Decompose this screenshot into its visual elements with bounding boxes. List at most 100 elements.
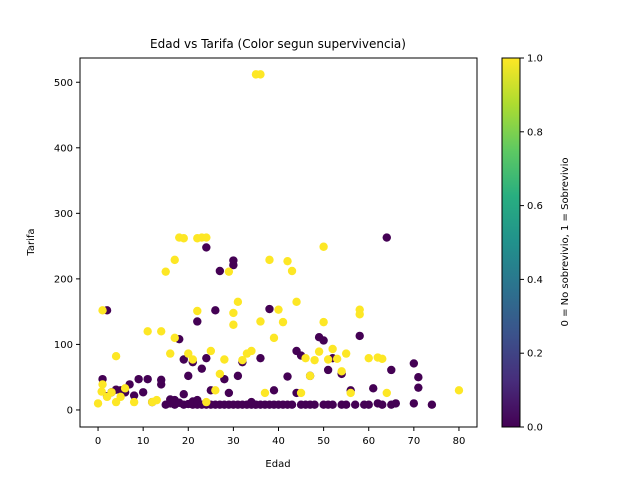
point-survived [129,397,139,407]
x-tick-label: 80 [453,436,466,447]
x-tick-label: 40 [272,436,285,447]
point-not-survived [409,359,419,368]
point-survived [166,349,175,358]
x-tick-label: 70 [407,436,420,447]
point-not-survived [197,364,207,373]
point-survived [355,310,364,319]
point-not-survived [143,374,152,384]
point-survived [202,233,211,242]
point-survived [98,306,107,315]
point-survived [341,349,351,358]
colorbar-tick-label: 0.8 [527,127,543,138]
point-not-survived [138,388,148,397]
point-not-survived [310,400,319,409]
y-axis: 0 100 200 300 400 500 [54,78,80,416]
point-survived [337,367,346,376]
point-survived [170,255,179,265]
point-survived [292,297,301,307]
point-survived [188,355,197,364]
point-not-survived [229,256,238,265]
point-not-survived [427,400,437,409]
point-not-survived [350,400,360,409]
point-not-survived [179,390,188,399]
point-survived [332,354,342,364]
point-survived [310,355,319,365]
point-survived [328,344,337,354]
point-survived [111,352,121,361]
point-survived [229,308,238,318]
chart-title: Edad vs Tarifa (Color segun supervivenci… [150,37,406,51]
point-survived [224,267,234,276]
plot-frame [79,57,478,428]
point-survived [107,388,116,397]
point-survived [274,305,283,314]
y-tick-label: 400 [54,143,73,154]
point-not-survived [319,336,328,345]
point-survived [305,371,315,381]
point-not-survived [409,399,419,408]
point-survived [314,347,324,356]
point-survived [269,333,279,343]
point-survived [98,380,107,389]
point-survived [319,317,328,327]
colorbar-tick-label: 0.0 [527,423,543,434]
point-survived [229,320,238,329]
point-survived [97,387,106,396]
colorbar [501,57,521,428]
point-survived [170,333,179,343]
point-survived [116,392,125,402]
point-survived [296,388,306,398]
point-survived [206,346,216,356]
point-survived [319,242,328,251]
x-tick-label: 30 [227,436,240,447]
point-survived [287,266,297,276]
point-survived [184,349,193,358]
y-tick-label: 0 [67,405,73,416]
point-not-survived [215,266,225,276]
colorbar-ticks: 0.0 0.2 0.4 0.6 0.8 1.0 [520,54,543,434]
x-tick-label: 50 [317,436,330,447]
point-not-survived [414,383,423,392]
point-survived [323,355,333,364]
x-tick-label: 10 [137,436,150,447]
y-tick-label: 300 [54,209,73,220]
point-not-survived [341,400,351,409]
point-survived [233,297,243,307]
point-not-survived [134,374,143,384]
point-survived [265,255,274,265]
point-not-survived [184,371,193,381]
point-not-survived [328,400,337,409]
point-survived [454,386,464,395]
y-axis-label: Tarifa [26,228,37,256]
point-not-survived [193,317,202,326]
colorbar-tick-label: 0.2 [527,349,543,360]
point-not-survived [202,353,211,363]
point-survived [152,395,161,405]
point-survived [238,355,247,365]
point-survived [157,327,166,336]
point-not-survived [283,372,292,381]
point-not-survived [265,304,274,314]
x-tick-label: 0 [95,436,101,447]
point-not-survived [269,386,279,395]
point-not-survived [287,400,297,409]
x-tick-label: 60 [362,436,375,447]
colorbar-tick-label: 0.6 [527,201,543,212]
point-survived [143,327,152,336]
point-survived [382,388,391,398]
point-survived [161,267,170,276]
point-survived [220,355,229,364]
x-axis-label: Edad [265,459,290,470]
point-not-survived [378,400,387,409]
point-survived [346,388,355,398]
point-survived [256,317,265,326]
plot-points [93,70,464,409]
point-survived [215,369,225,379]
y-tick-label: 500 [54,78,73,89]
point-survived [202,397,211,407]
point-survived [193,306,202,316]
point-survived [378,354,387,364]
point-not-survived [211,306,220,315]
point-survived [278,317,288,327]
